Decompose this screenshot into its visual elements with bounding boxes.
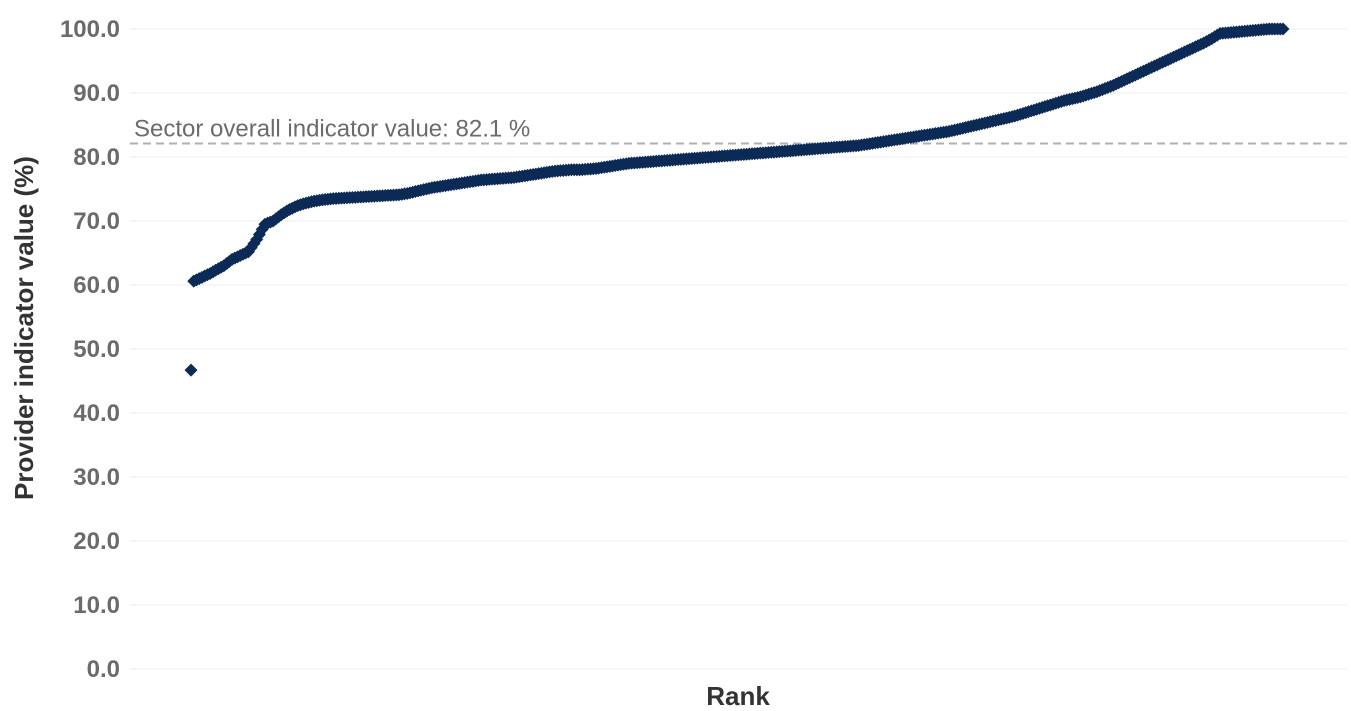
y-tick-label: 10.0 — [73, 592, 120, 619]
y-tick-label: 30.0 — [73, 464, 120, 491]
data-points — [184, 22, 1290, 377]
x-axis-title: Rank — [706, 681, 770, 711]
y-tick-label: 40.0 — [73, 400, 120, 427]
reference-line-group: Sector overall indicator value: 82.1 % — [130, 116, 1348, 145]
y-tick-label: 0.0 — [87, 656, 120, 683]
data-point — [1276, 22, 1290, 36]
y-axis-ticks: 0.0 10.0 20.0 30.0 40.0 50.0 60.0 70.0 80.0 90.0 1… — [60, 16, 120, 683]
y-tick-label: 70.0 — [73, 208, 120, 235]
y-tick-label: 80.0 — [73, 144, 120, 171]
y-tick-label: 20.0 — [73, 528, 120, 555]
y-tick-label: 50.0 — [73, 336, 120, 363]
y-tick-label: 100.0 — [60, 16, 120, 43]
y-tick-label: 90.0 — [73, 80, 120, 107]
data-point — [244, 241, 258, 255]
sector-reference-label: Sector overall indicator value: 82.1 % — [134, 116, 530, 143]
data-point — [184, 363, 198, 377]
y-tick-label: 60.0 — [73, 272, 120, 299]
y-axis-title: Provider indicator value (%) — [9, 156, 39, 500]
